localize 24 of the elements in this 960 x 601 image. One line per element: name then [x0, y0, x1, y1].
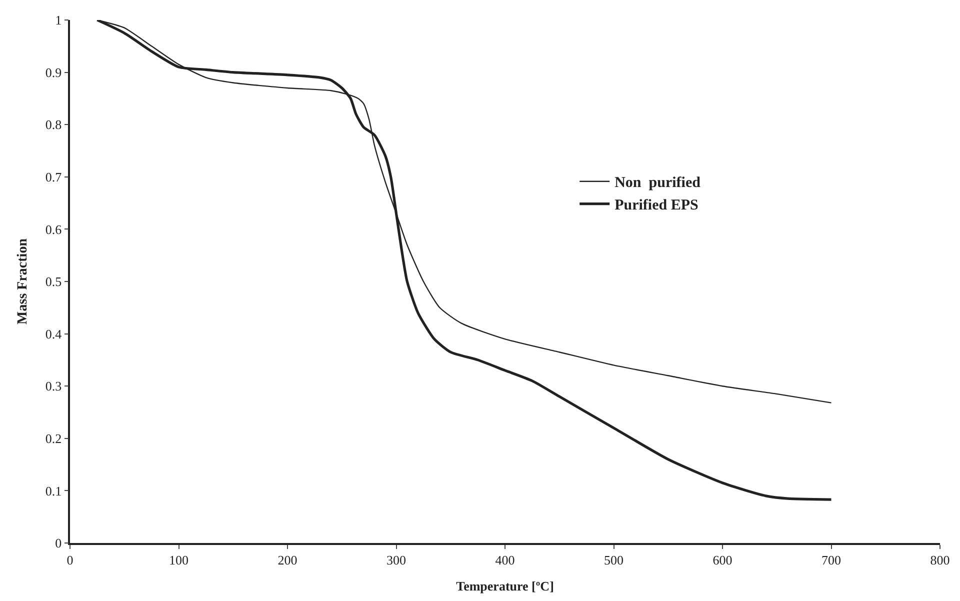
x-tick-label: 400 — [495, 552, 515, 568]
x-axis-title: Temperature [ºC] — [456, 578, 554, 594]
y-tick-label: 0.9 — [45, 64, 62, 80]
legend-label: Non purified — [614, 175, 702, 192]
y-tick-label: 0.1 — [45, 483, 62, 498]
y-tick-label: 0.8 — [45, 117, 62, 132]
y-tick-label: 0.6 — [45, 222, 62, 237]
y-tick-label: 0.5 — [45, 274, 62, 290]
legend-label: Purified EPS — [614, 198, 698, 214]
x-tick-label: 0 — [66, 552, 74, 568]
x-tick-label: 300 — [386, 552, 406, 568]
y-tick-label: 1 — [55, 12, 62, 28]
x-tick-label: 700 — [822, 552, 841, 568]
y-tick-label: 0.3 — [45, 378, 62, 394]
x-tick-label: 800 — [930, 552, 950, 568]
y-tick-label: 0.4 — [45, 326, 62, 342]
x-tick-label: 500 — [604, 552, 624, 568]
y-tick-label: 0.2 — [45, 430, 62, 446]
x-tick-label: 200 — [278, 552, 298, 568]
y-tick-label: 0 — [55, 536, 62, 551]
x-tick-label: 600 — [712, 552, 732, 568]
y-tick-label: 0.7 — [45, 169, 62, 184]
x-tick-label: 100 — [169, 552, 188, 568]
y-axis-title: Mass Fraction — [16, 238, 30, 324]
